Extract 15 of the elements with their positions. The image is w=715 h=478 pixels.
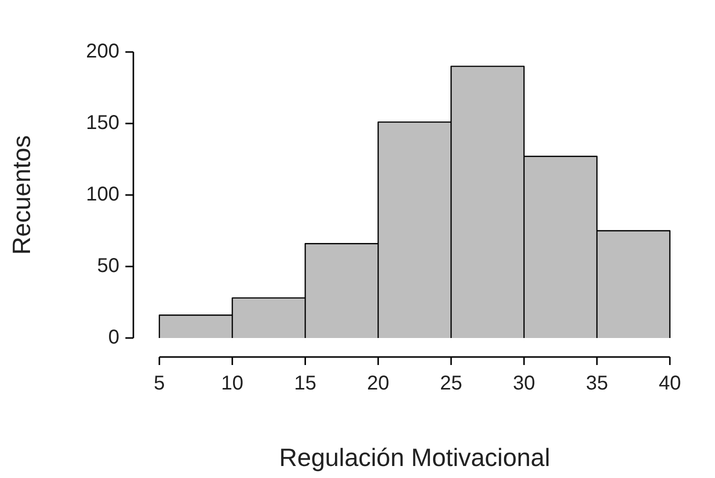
y-axis-title: Recuentos [8, 135, 36, 255]
y-tick-label: 50 [97, 255, 120, 278]
x-tick-label: 10 [221, 372, 244, 395]
x-tick-label: 30 [512, 372, 536, 395]
x-tick-label: 20 [367, 372, 390, 395]
y-tick-label: 100 [86, 184, 120, 206]
x-tick-label: 5 [154, 372, 165, 395]
x-axis-title: Regulación Motivacional [279, 444, 550, 472]
y-tick-label: 0 [108, 326, 120, 349]
x-tick-label: 25 [440, 372, 462, 395]
y-tick-label: 200 [86, 40, 120, 63]
x-tick-label: 35 [586, 372, 608, 395]
y-tick-label: 150 [86, 112, 120, 134]
x-tick-label: 15 [294, 372, 316, 395]
x-tick-label: 40 [658, 372, 681, 395]
